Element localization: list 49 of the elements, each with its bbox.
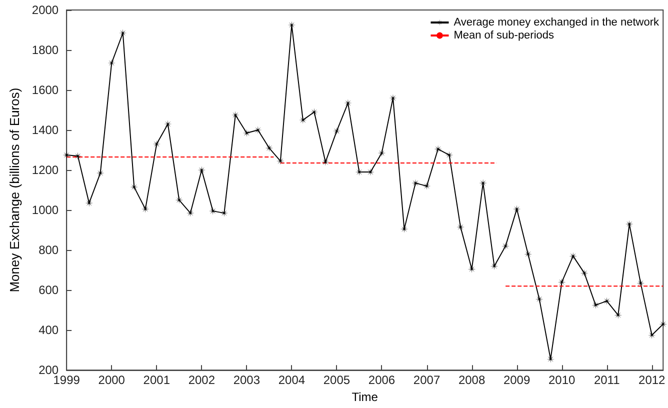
x-tick-label: 2012: [638, 373, 666, 388]
point: [468, 265, 476, 274]
x-tick-label: 2010: [548, 373, 576, 388]
y-axis-title: Money Exchange (billions of Euros): [7, 88, 22, 292]
y-tick-label: 1000: [32, 203, 59, 218]
y-tick-label: 800: [38, 243, 59, 258]
x-tick-label: 2006: [368, 373, 396, 388]
y-tick-label: 400: [38, 323, 59, 338]
legend-label: Average money exchanged in the network: [454, 16, 660, 28]
point: [220, 209, 228, 218]
x-axis-title: Time: [352, 390, 378, 404]
point: [445, 151, 454, 160]
x-tick-label: 2011: [594, 373, 620, 388]
point: [592, 301, 600, 310]
x-tick-label: 2001: [143, 373, 170, 388]
y-tick-label: 1400: [32, 123, 59, 138]
point: [378, 149, 386, 158]
point: [512, 205, 521, 214]
x-tick-label: 1999: [53, 373, 80, 388]
point: [310, 108, 318, 116]
x-tick-label: 2004: [278, 373, 306, 388]
point: [422, 182, 431, 190]
y-tick-label: 1200: [32, 163, 59, 178]
x-tick-label: 2000: [98, 373, 126, 388]
point: [569, 252, 578, 260]
x-tick-label: 2009: [503, 373, 530, 388]
y-tick-label: 2000: [32, 3, 59, 17]
point: [558, 278, 566, 286]
point: [535, 295, 544, 304]
y-tick-label: 1600: [32, 83, 59, 98]
y-tick-label: 1800: [32, 43, 59, 58]
point: [400, 225, 408, 234]
point: [648, 331, 656, 340]
point: [614, 311, 622, 320]
y-tick-label: 600: [38, 283, 59, 298]
x-tick-label: 2003: [233, 373, 260, 388]
x-tick-label: 2005: [323, 373, 350, 388]
point: [265, 144, 274, 152]
x-tick-label: 2002: [188, 373, 216, 388]
point: [602, 297, 611, 306]
point: [659, 320, 668, 328]
legend-label: Mean of sub-periods: [454, 30, 555, 42]
point: [580, 269, 588, 278]
point: [130, 183, 138, 192]
point: [490, 262, 498, 270]
x-tick-label: 2007: [413, 373, 440, 388]
x-tick-label: 2008: [458, 373, 486, 388]
point: [636, 279, 645, 288]
point: [332, 127, 341, 136]
